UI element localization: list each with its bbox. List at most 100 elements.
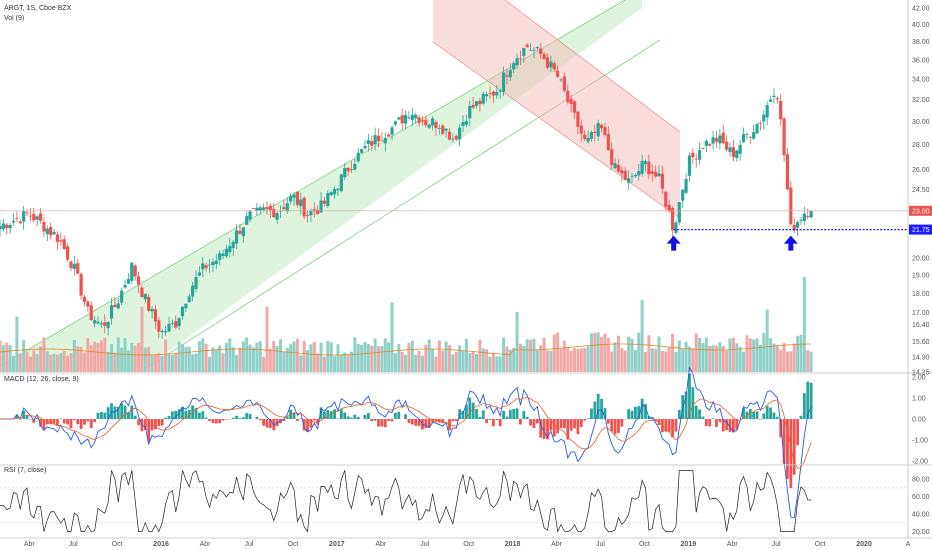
candle-body: [295, 191, 300, 205]
macd-histogram-bar: [603, 408, 607, 419]
macd-histogram-bar: [495, 419, 499, 421]
macd-histogram-bar: [725, 419, 729, 431]
candle-body: [86, 301, 90, 307]
volume-bar: [633, 349, 637, 372]
candle-body: [485, 94, 489, 97]
volume-bar: [630, 338, 634, 372]
candle-body: [153, 309, 158, 322]
macd-histogram-bar: [103, 412, 107, 419]
macd-histogram-bar: [755, 411, 759, 419]
candle-body: [694, 158, 698, 160]
macd-histogram-bar: [116, 406, 120, 419]
volume-bar: [637, 332, 641, 372]
volume-bar: [99, 340, 103, 372]
macd-tick-label: -2.00: [912, 459, 928, 466]
ascending-channel-top: [0, 0, 626, 367]
candle-body: [654, 171, 658, 177]
rsi-pane[interactable]: [0, 470, 908, 533]
candle-body: [28, 215, 33, 217]
candle-body: [292, 194, 296, 198]
volume-bar: [0, 340, 2, 372]
volume-bar: [542, 337, 546, 372]
candle-body: [627, 178, 631, 183]
candle-body: [376, 135, 381, 142]
descending-channel-bottom: [432, 41, 681, 219]
candle-body: [35, 216, 39, 220]
macd-histogram-bar: [546, 419, 549, 440]
candle-body: [52, 232, 56, 235]
volume-bar: [441, 350, 445, 372]
macd-histogram-bar: [563, 419, 566, 429]
macd-histogram-bar: [715, 419, 718, 427]
macd-histogram-bar: [377, 419, 380, 427]
volume-bar: [82, 352, 86, 372]
volume-bar: [556, 332, 560, 372]
macd-histogram-bar: [779, 419, 783, 438]
candle-body: [231, 241, 235, 248]
candle-body: [59, 240, 63, 242]
volume-bar: [113, 352, 117, 372]
macd-histogram-bar: [512, 408, 516, 419]
volume-bar: [610, 351, 614, 372]
volume-bar: [201, 338, 205, 372]
volume-bar: [312, 342, 316, 372]
candle-body: [180, 306, 185, 317]
macd-label: MACD (12, 26, close, 9): [4, 376, 79, 383]
macd-histogram-bar: [802, 393, 806, 419]
candle-body: [498, 90, 502, 92]
candle-body: [228, 246, 232, 253]
macd-pane[interactable]: [0, 366, 813, 519]
macd-histogram-bar: [593, 401, 597, 419]
candle-body: [809, 210, 813, 218]
macd-line: [0, 366, 812, 519]
volume-bar: [322, 356, 326, 372]
macd-histogram-bar: [492, 419, 495, 427]
candle-body: [738, 144, 742, 154]
candle-body: [49, 226, 53, 236]
candle-body: [725, 141, 729, 150]
macd-histogram-bar: [197, 412, 201, 419]
volume-bar: [475, 353, 479, 372]
volume-bar: [295, 338, 299, 372]
volume-bar: [600, 337, 604, 372]
volume-bar: [796, 336, 800, 372]
macd-histogram-bar: [542, 419, 546, 439]
candle-body: [572, 101, 577, 113]
candle-body: [15, 217, 19, 219]
volume-bar: [208, 356, 212, 372]
candle-body: [525, 44, 529, 47]
volume-bar: [742, 351, 746, 372]
volume-bar: [285, 347, 289, 372]
price-pane[interactable]: 23.00 21.75: [0, 43, 932, 339]
macd-histogram-bar: [556, 419, 560, 434]
volume-bar: [559, 348, 563, 372]
candle-body: [1, 223, 5, 230]
volume-bar: [62, 350, 66, 372]
volume-bar: [45, 351, 49, 372]
volume-pane: [0, 277, 813, 372]
volume-bar: [721, 346, 725, 372]
volume-bar: [444, 341, 448, 372]
candle-body: [505, 75, 509, 77]
macd-signal-line: [0, 396, 812, 469]
macd-histogram-bar: [806, 381, 810, 419]
volume-bar: [481, 348, 485, 372]
candle-body: [775, 98, 779, 100]
candle-body: [799, 220, 803, 222]
volume-bar: [150, 355, 154, 372]
candle-body: [434, 121, 438, 128]
macd-tick-label: 1.00: [912, 396, 926, 403]
macd-histogram-bar: [515, 408, 519, 419]
volume-bar: [681, 349, 685, 372]
volume-bar: [89, 345, 93, 372]
volume-bar: [265, 306, 269, 372]
candle-body: [795, 222, 800, 228]
candle-body: [349, 169, 354, 170]
volume-bar: [495, 356, 499, 372]
candle-body: [285, 203, 289, 212]
candle-body: [326, 193, 330, 207]
volume-bar: [282, 352, 286, 372]
volume-bar: [238, 347, 242, 372]
